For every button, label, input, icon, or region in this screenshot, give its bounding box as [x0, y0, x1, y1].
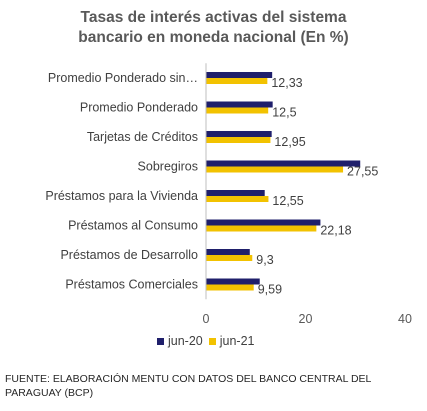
x-axis-ticks: 0 20 40 [203, 312, 412, 326]
bar-series-1 [206, 278, 260, 285]
legend-label-series-2: jun-21 [219, 334, 255, 348]
bar-series-2 [206, 166, 344, 173]
legend-swatch-series-2 [208, 337, 216, 345]
category-label: Tarjetas de Créditos [87, 130, 198, 144]
bar-series-2 [206, 78, 268, 84]
legend-swatch-series-1 [157, 337, 164, 345]
category-label: Sobregiros [138, 160, 198, 174]
data-label: 12,55 [272, 194, 303, 208]
category-label: Promedio Ponderado [80, 101, 198, 115]
category-label: Préstamos para la Vivienda [45, 189, 198, 203]
data-label: 12,33 [271, 76, 302, 90]
bar-series-1 [206, 190, 265, 196]
data-label: 9,59 [258, 283, 282, 297]
legend-label-series-1: jun-20 [168, 334, 203, 348]
source-note: FUENTE: ELABORACIÓN MENTU CON DATOS DEL … [5, 373, 372, 399]
value-labels: 12,33 12,5 12,95 27,55 12,55 22,18 9,3 9,59 [256, 76, 378, 297]
bars-layer [206, 72, 361, 291]
chart-title-line-1: Tasas de interés activas del sistema [80, 9, 347, 26]
data-label: 12,95 [274, 135, 305, 149]
chart-title: Tasas de interés activas del sistema ban… [0, 8, 427, 48]
bar-series-1 [206, 249, 250, 255]
bar-series-1 [206, 160, 361, 167]
x-tick-label: 0 [203, 312, 210, 326]
data-label: 22,18 [320, 224, 351, 238]
bar-series-2 [206, 284, 254, 291]
bar-series-1 [206, 72, 273, 78]
bar-series-2 [206, 137, 271, 143]
data-label: 9,3 [256, 253, 273, 267]
bar-series-2 [206, 196, 269, 202]
chart-title-line-2: bancario en moneda nacional (En %) [78, 29, 349, 46]
bar-series-2 [206, 107, 269, 114]
category-label: Préstamos al Consumo [68, 219, 198, 233]
category-label: Préstamos Comerciales [65, 278, 198, 292]
category-label: Préstamos de Desarrollo [60, 248, 198, 262]
bar-series-1 [206, 219, 321, 226]
bar-series-1 [206, 131, 272, 137]
bar-series-1 [206, 101, 273, 108]
data-label: 12,5 [272, 106, 296, 120]
x-tick-label: 20 [299, 312, 313, 326]
bar-series-2 [206, 255, 253, 261]
category-label: Promedio Ponderado sin… [48, 71, 198, 85]
legend-item-series-1: jun-20 [157, 334, 203, 348]
x-tick-label: 40 [398, 312, 412, 326]
legend: jun-20 jun-21 [157, 334, 261, 348]
legend-item-series-2: jun-21 [208, 334, 255, 348]
bar-series-2 [206, 225, 317, 232]
data-label: 27,55 [347, 165, 378, 179]
category-labels: Promedio Ponderado sin… Promedio Ponderad… [45, 71, 198, 292]
